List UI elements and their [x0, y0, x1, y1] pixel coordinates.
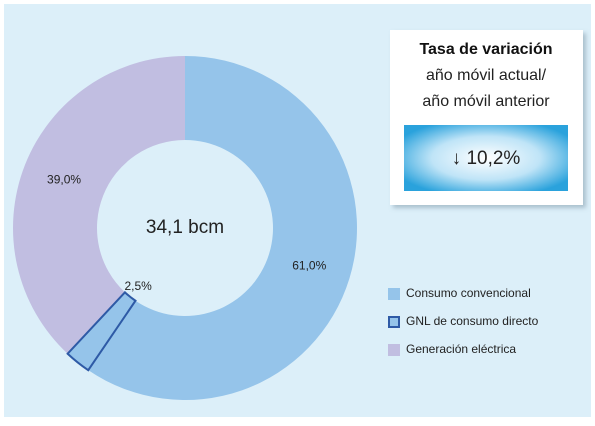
- slice-label: 39,0%: [47, 173, 81, 187]
- slice-label: 61,0%: [292, 258, 326, 272]
- legend-swatch: [388, 316, 400, 328]
- info-line: año móvil anterior: [422, 93, 550, 110]
- legend-label: Consumo convencional: [406, 286, 531, 300]
- info-value: ↓ 10,2%: [452, 148, 521, 169]
- info-line: año móvil actual/: [426, 67, 547, 84]
- slice: [66, 290, 137, 372]
- legend-swatch: [388, 288, 400, 300]
- info-value-box: [404, 125, 568, 191]
- center-label: 34,1 bcm: [146, 217, 224, 238]
- legend-label: Generación eléctrica: [406, 342, 516, 356]
- slice: [13, 56, 186, 354]
- legend-swatch: [388, 344, 400, 356]
- slice-label: 2,5%: [124, 279, 152, 293]
- legend-label: GNL de consumo directo: [406, 314, 539, 328]
- slice: [88, 56, 358, 401]
- info-title: Tasa de variación: [419, 41, 552, 58]
